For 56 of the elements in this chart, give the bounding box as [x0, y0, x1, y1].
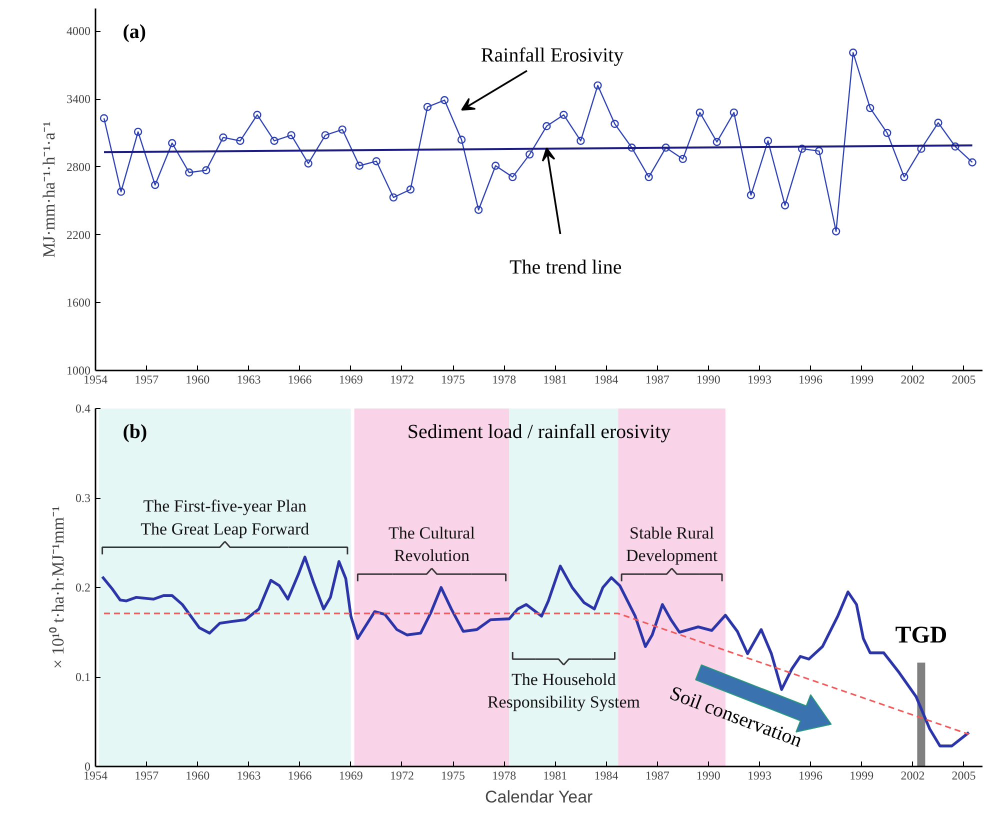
x-tick-label: 1990 [696, 372, 720, 386]
annotation: Rainfall Erosivity [480, 44, 624, 67]
y-tick-label: 0.2 [76, 580, 90, 594]
y-axis-title: × 10¹⁰ t·ha·h·MJ⁻¹mm⁻¹ [48, 506, 68, 669]
band-label: Stable Rural Development [626, 523, 718, 566]
y-axis-title: MJ·mm·ha⁻¹·h⁻¹·a⁻¹ [40, 121, 58, 258]
ref-line-label: TGD [895, 622, 948, 648]
y-tick-label: 0.4 [76, 402, 90, 416]
x-tick-label: 1969 [338, 372, 363, 386]
x-tick-label: 1975 [441, 768, 466, 782]
x-tick-label: 2002 [900, 768, 925, 782]
x-tick-label: 1987 [645, 768, 670, 782]
x-tick-label: 1996 [798, 372, 823, 386]
y-tick-label: 3400 [66, 92, 90, 106]
x-axis-title: Calendar Year [484, 788, 594, 806]
x-tick-label: 1972 [390, 768, 414, 782]
y-tick-label: 4000 [66, 24, 90, 38]
x-tick-label: 1999 [850, 372, 874, 386]
x-tick-label: 2002 [900, 372, 925, 386]
x-tick-label: 1963 [236, 768, 261, 782]
y-tick-label: 2800 [66, 160, 90, 174]
annotation: The trend line [510, 256, 622, 278]
x-tick-label: 1981 [543, 372, 568, 386]
x-tick-label: 1987 [645, 372, 670, 386]
x-tick-label: 1957 [134, 768, 159, 782]
x-tick-label: 1993 [747, 768, 772, 782]
x-tick-label: 1984 [594, 372, 618, 386]
y-tick-label: 2200 [66, 228, 90, 242]
x-tick-label: 1969 [338, 768, 363, 782]
y-tick-label: 0.3 [76, 491, 90, 505]
x-tick-label: 1966 [288, 768, 312, 782]
text: (a) [122, 21, 146, 44]
x-tick-label: 1984 [594, 768, 618, 782]
y-tick-label: 1600 [66, 296, 90, 310]
x-tick-label: 1978 [492, 372, 516, 386]
band-label: The Household Responsibility System [487, 670, 640, 712]
x-tick-label: 1966 [288, 372, 312, 386]
band-label: The First-five-year Plan The Great Leap Forward [140, 496, 310, 538]
x-tick-label: 2005 [952, 372, 976, 386]
x-tick-label: 1978 [492, 768, 516, 782]
x-tick-label: 1960 [186, 372, 210, 386]
x-tick-label: 2005 [952, 768, 976, 782]
x-tick-label: 1960 [186, 768, 210, 782]
text: Sediment load / rainfall erosivity [407, 420, 671, 443]
text: (b) [122, 420, 148, 443]
x-tick-label: 1996 [798, 768, 823, 782]
x-tick-label: 1981 [543, 768, 568, 782]
x-tick-label: 1963 [236, 372, 261, 386]
x-tick-label: 1972 [390, 372, 414, 386]
x-tick-label: 1990 [696, 768, 720, 782]
x-tick-label: 1999 [850, 768, 874, 782]
band-label: The Cultural Revolution [388, 523, 476, 566]
x-tick-label: 1993 [747, 372, 772, 386]
y-tick-label: 0.1 [76, 670, 90, 684]
x-tick-label: 1975 [441, 372, 466, 386]
x-tick-label: 1957 [134, 372, 159, 386]
